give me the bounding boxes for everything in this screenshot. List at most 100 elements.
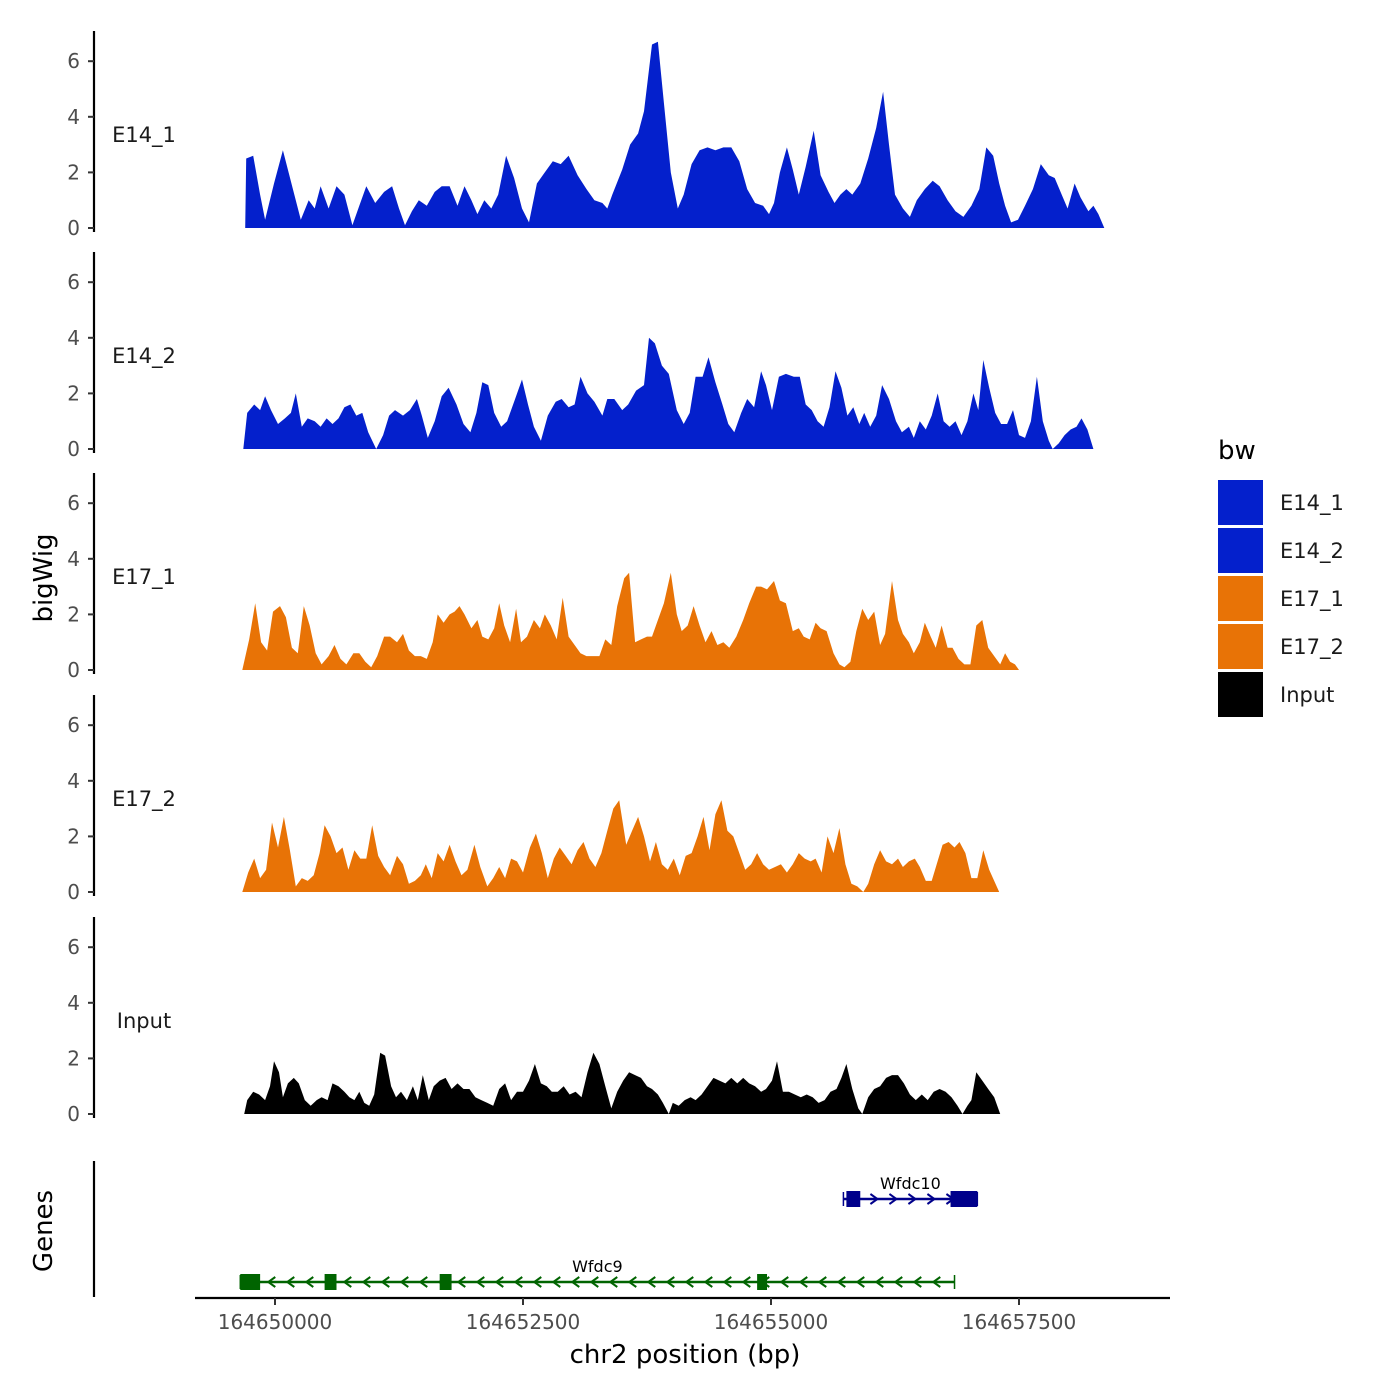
y-tick-label: 2 xyxy=(67,160,80,184)
genes-axis-title: Genes xyxy=(29,1190,59,1272)
track-E14_2: 0 2 4 6 E14_2 xyxy=(67,252,1094,461)
strand-arrow xyxy=(907,1193,918,1205)
strand-arrow xyxy=(627,1276,637,1288)
legend-label: E17_1 xyxy=(1280,587,1344,612)
strand-arrow xyxy=(869,1193,880,1205)
exon xyxy=(240,1274,261,1290)
strand-arrow xyxy=(361,1276,371,1288)
strand-arrow xyxy=(418,1276,428,1288)
strand-arrow xyxy=(456,1276,466,1288)
legend-swatch xyxy=(1218,576,1263,621)
strand-arrow xyxy=(589,1276,599,1288)
y-tick-label: 0 xyxy=(67,1102,80,1126)
area-E14_2 xyxy=(243,337,1094,449)
exon xyxy=(846,1191,861,1207)
y-tick-label: 0 xyxy=(67,216,80,240)
legend-item-E17_2: E17_2 xyxy=(1218,624,1344,669)
y-tick-label: 0 xyxy=(67,437,80,461)
x-axis-title: chr2 position (bp) xyxy=(570,1340,801,1370)
y-tick-label: 6 xyxy=(67,935,80,959)
strand-arrow xyxy=(665,1276,675,1288)
strand-arrow xyxy=(399,1276,409,1288)
strand-arrow xyxy=(722,1276,732,1288)
y-tick-label: 2 xyxy=(67,381,80,405)
legend-swatch xyxy=(1218,480,1263,525)
legend-swatch xyxy=(1218,528,1263,573)
strand-arrow xyxy=(926,1193,937,1205)
area-E14_1 xyxy=(245,41,1105,229)
y-tick-label: 4 xyxy=(67,991,80,1015)
gene-Wfdc9: Wfdc9 xyxy=(239,1257,956,1290)
y-tick-label: 4 xyxy=(67,547,80,571)
x-tick-label: 164657500 xyxy=(962,1310,1077,1334)
area-Input xyxy=(244,1052,1001,1114)
strand-arrow xyxy=(494,1276,504,1288)
strand-arrow xyxy=(532,1276,542,1288)
area-E17_2 xyxy=(242,800,1000,892)
legend-swatch xyxy=(1218,624,1263,669)
area-E17_1 xyxy=(242,572,1020,670)
gene-Wfdc10: Wfdc10 xyxy=(842,1174,979,1207)
legend-swatch xyxy=(1218,672,1263,717)
strand-arrow xyxy=(888,1193,899,1205)
x-axis: 164650000 164652500 164655000 164657500 xyxy=(195,1296,1170,1334)
exon xyxy=(757,1274,768,1290)
strand-arrow xyxy=(551,1276,561,1288)
track-Input: 0 2 4 6 Input xyxy=(67,917,1001,1126)
strand-arrow xyxy=(874,1276,884,1288)
y-axis-title: bigWig xyxy=(29,533,59,622)
x-tick-label: 164650000 xyxy=(218,1310,333,1334)
y-tick-label: 4 xyxy=(67,769,80,793)
track-label: E14_1 xyxy=(112,123,176,148)
legend-item-E14_1: E14_1 xyxy=(1218,480,1344,525)
strand-arrow xyxy=(342,1276,352,1288)
y-tick-label: 6 xyxy=(67,491,80,515)
legend-item-E17_1: E17_1 xyxy=(1218,576,1344,621)
legend-item-Input: Input xyxy=(1218,672,1334,717)
y-tick-label: 2 xyxy=(67,824,80,848)
track-E14_1: 0 2 4 6 E14_1 xyxy=(67,31,1105,240)
gene-label: Wfdc10 xyxy=(880,1174,941,1193)
strand-arrow xyxy=(779,1276,789,1288)
track-label: E17_1 xyxy=(112,565,176,590)
y-tick-label: 2 xyxy=(67,1046,80,1070)
exon xyxy=(950,1191,978,1207)
legend-label: E17_2 xyxy=(1280,635,1344,660)
strand-arrow xyxy=(912,1276,922,1288)
strand-arrow xyxy=(266,1276,276,1288)
track-E17_1: 0 2 4 6 E17_1 xyxy=(67,473,1020,682)
y-tick-label: 2 xyxy=(67,602,80,626)
y-tick-label: 6 xyxy=(67,49,80,73)
strand-arrow xyxy=(817,1276,827,1288)
strand-arrow xyxy=(570,1276,580,1288)
strand-arrow xyxy=(684,1276,694,1288)
y-tick-label: 4 xyxy=(67,105,80,129)
legend-title: bw xyxy=(1218,436,1256,466)
track-label: E14_2 xyxy=(112,344,176,369)
track-label: E17_2 xyxy=(112,787,176,812)
strand-arrow xyxy=(513,1276,523,1288)
tracks-layer: 0 2 4 6 E14_1 0 2 4 6 E14_2 0 2 4 6 E17_1 0 2 4 6 E17_2 0 2 4 6… xyxy=(67,31,1105,1126)
gene-label: Wfdc9 xyxy=(572,1257,623,1276)
legend-label: E14_1 xyxy=(1280,491,1344,516)
track-E17_2: 0 2 4 6 E17_2 xyxy=(67,695,1000,904)
strand-arrow xyxy=(475,1276,485,1288)
track-label: Input xyxy=(117,1009,171,1033)
strand-arrow xyxy=(285,1276,295,1288)
exon xyxy=(324,1274,337,1290)
strand-arrow xyxy=(855,1276,865,1288)
y-tick-label: 0 xyxy=(67,880,80,904)
legend-item-E14_2: E14_2 xyxy=(1218,528,1344,573)
legend-label: E14_2 xyxy=(1280,539,1344,564)
strand-arrow xyxy=(703,1276,713,1288)
x-tick-label: 164652500 xyxy=(466,1310,581,1334)
strand-arrow xyxy=(798,1276,808,1288)
strand-arrow xyxy=(380,1276,390,1288)
strand-arrow xyxy=(646,1276,656,1288)
y-tick-label: 4 xyxy=(67,326,80,350)
strand-arrow xyxy=(741,1276,751,1288)
strand-arrow xyxy=(893,1276,903,1288)
legend-label: Input xyxy=(1280,683,1334,707)
strand-arrow xyxy=(304,1276,314,1288)
